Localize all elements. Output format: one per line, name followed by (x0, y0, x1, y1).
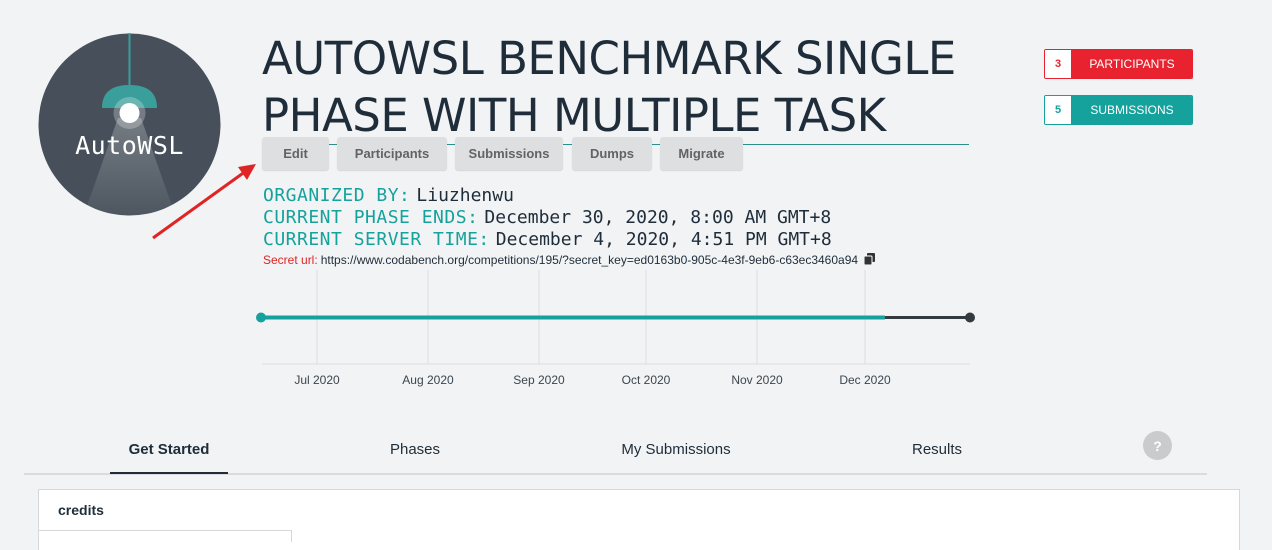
submissions-count: 5 (1045, 96, 1072, 124)
timeline-start-point (256, 312, 266, 323)
submissions-button[interactable]: Submissions (455, 137, 563, 170)
content-panel (38, 489, 1240, 550)
participants-count: 3 (1045, 50, 1072, 78)
lamp-logo-icon (38, 33, 221, 216)
phase-ends-label: CURRENT PHASE ENDS: (263, 207, 479, 228)
edit-button[interactable]: Edit (262, 137, 329, 170)
timeline-month-label: Jul 2020 (294, 373, 340, 387)
competition-logo: AutoWSL (38, 33, 221, 216)
secret-url-label: Secret url: (263, 253, 318, 267)
timeline-month-label: Sep 2020 (513, 373, 565, 387)
timeline-month-label: Oct 2020 (622, 373, 671, 387)
secret-url-value[interactable]: https://www.codabench.org/competitions/1… (320, 253, 859, 267)
secret-url-line: Secret url: https://www.codabench.org/com… (263, 253, 876, 268)
participants-button[interactable]: Participants (337, 137, 447, 170)
phase-timeline: Jul 2020 Aug 2020 Sep 2020 Oct 2020 Nov 2020… (256, 270, 975, 387)
tab-results[interactable]: Results (911, 441, 963, 458)
tab-my-submissions[interactable]: My Submissions (621, 441, 731, 458)
timeline-month-label: Aug 2020 (402, 373, 454, 387)
submissions-badge[interactable]: 5 SUBMISSIONS (1044, 95, 1193, 125)
migrate-button[interactable]: Migrate (660, 137, 743, 170)
section-title: credits (58, 502, 104, 518)
organizer-name: Liuzhenwu (416, 185, 514, 206)
timeline-month-label: Nov 2020 (731, 373, 783, 387)
server-time-line: CURRENT SERVER TIME: December 4, 2020, 4:… (263, 229, 832, 251)
participants-badge-label: PARTICIPANTS (1072, 50, 1192, 78)
help-button[interactable]: ? (1143, 431, 1172, 460)
phase-ends-value: December 30, 2020, 8:00 AM GMT+8 (484, 207, 832, 228)
copy-icon[interactable] (863, 253, 876, 266)
section-divider-vertical (291, 530, 292, 542)
server-time-label: CURRENT SERVER TIME: (263, 229, 490, 250)
participants-badge[interactable]: 3 PARTICIPANTS (1044, 49, 1193, 79)
section-divider (38, 530, 291, 531)
tab-bar-divider (24, 473, 1207, 475)
organized-by-label: ORGANIZED BY: (263, 185, 411, 206)
tab-phases[interactable]: Phases (389, 441, 441, 458)
phase-end-line: CURRENT PHASE ENDS: December 30, 2020, 8:… (263, 207, 831, 229)
dumps-button[interactable]: Dumps (572, 137, 652, 170)
organizer-line: ORGANIZED BY: Liuzhenwu (263, 185, 514, 207)
competition-title: AUTOWSL BENCHMARK SINGLE PHASE WITH MULT… (262, 30, 969, 145)
timeline-month-label: Dec 2020 (839, 373, 891, 387)
logo-text: AutoWSL (75, 131, 184, 160)
server-time-value: December 4, 2020, 4:51 PM GMT+8 (495, 229, 832, 250)
submissions-badge-label: SUBMISSIONS (1072, 96, 1192, 124)
timeline-end-point (965, 312, 975, 323)
tab-get-started[interactable]: Get Started (110, 441, 228, 474)
annotation-arrow-icon (152, 164, 256, 240)
